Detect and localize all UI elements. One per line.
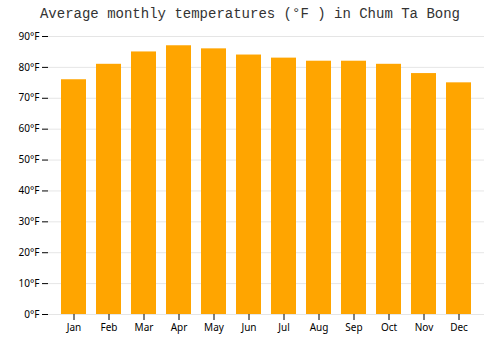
svg-text:20°F: 20°F bbox=[19, 245, 40, 259]
html-text:Average monthly temperatures (: Average monthly temperatures (°F ) in Ch… bbox=[40, 6, 460, 22]
svg-text:Jun: Jun bbox=[240, 320, 256, 334]
svg-text:70°F: 70°F bbox=[19, 90, 40, 104]
svg-text:Mar: Mar bbox=[135, 320, 154, 334]
svg-text:Sep: Sep bbox=[345, 320, 362, 334]
svg-text:Nov: Nov bbox=[415, 320, 434, 334]
svg-text:Jul: Jul bbox=[277, 320, 290, 334]
svg-text:40°F: 40°F bbox=[19, 183, 40, 197]
svg-text:0°F: 0°F bbox=[24, 307, 39, 321]
svg-text:50°F: 50°F bbox=[19, 152, 40, 166]
svg-text:60°F: 60°F bbox=[19, 121, 40, 135]
svg-text:Oct: Oct bbox=[381, 320, 398, 334]
svg-text:Feb: Feb bbox=[101, 320, 118, 334]
svg-text:May: May bbox=[204, 320, 225, 334]
svg-text:80°F: 80°F bbox=[19, 60, 40, 74]
svg-text:10°F: 10°F bbox=[19, 276, 40, 290]
svg-text:Aug: Aug bbox=[310, 320, 329, 334]
svg-text:90°F: 90°F bbox=[19, 29, 40, 43]
svg-text:Dec: Dec bbox=[450, 320, 468, 334]
svg-text:Jan: Jan bbox=[66, 320, 82, 334]
svg-text:Apr: Apr bbox=[171, 320, 188, 334]
svg-text:30°F: 30°F bbox=[19, 214, 40, 228]
